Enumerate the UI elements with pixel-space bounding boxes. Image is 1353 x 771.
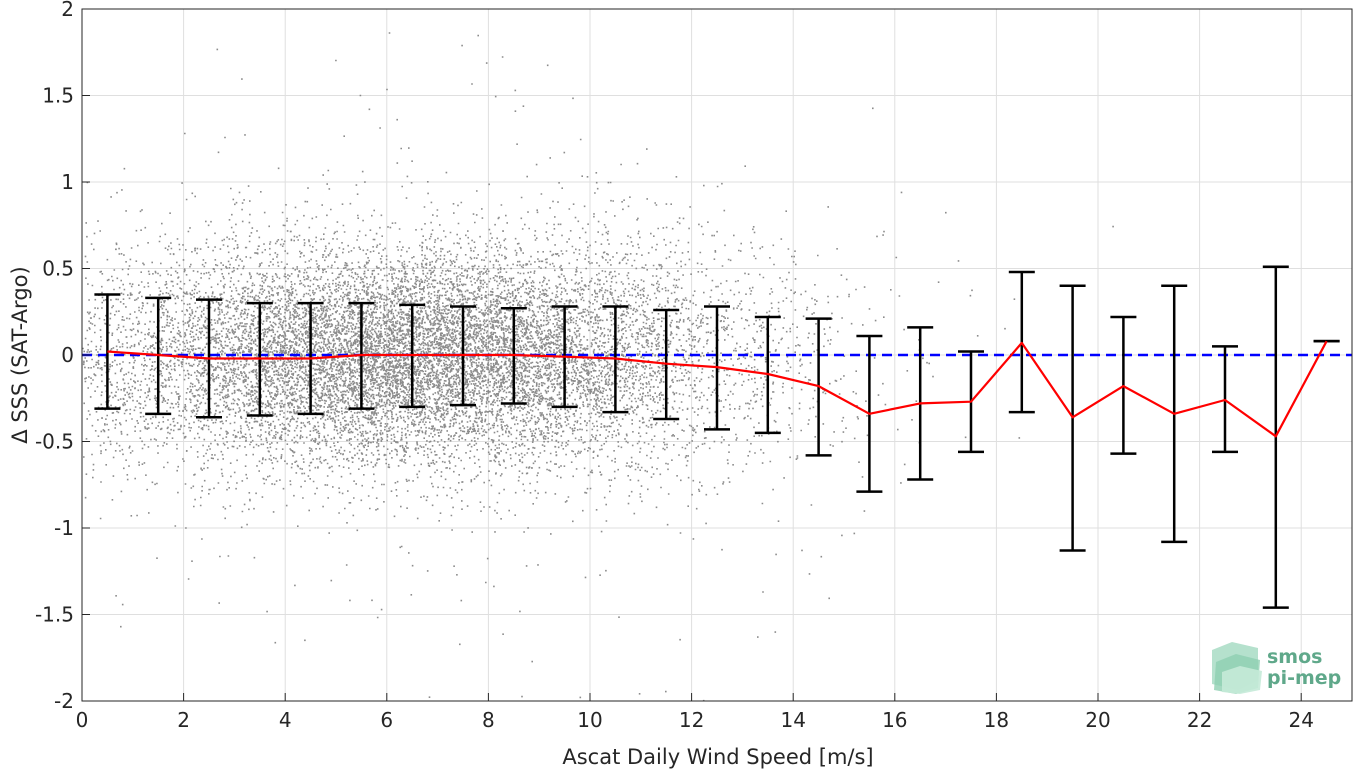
y-tick-label: -1.5 xyxy=(35,603,74,627)
x-tick-label: 2 xyxy=(177,708,190,732)
mean-line-layer xyxy=(107,340,1328,438)
y-tick-label: 1 xyxy=(61,170,74,194)
x-tick-label: 4 xyxy=(279,708,292,732)
y-tick-label: 2 xyxy=(61,0,74,21)
y-tick-label: -1 xyxy=(54,516,74,540)
y-tick-labels: 2 1.5 1 0.5 0 -0.5 -1 -1.5 -2 xyxy=(35,0,74,713)
logo-text-smos: smos xyxy=(1267,646,1322,668)
smos-pi-mep-logo: smos pi-mep xyxy=(1212,642,1341,694)
y-tick-label: -2 xyxy=(54,689,74,713)
x-tick-label: 18 xyxy=(984,708,1009,732)
x-tick-label: 24 xyxy=(1288,708,1313,732)
x-tick-label: 12 xyxy=(679,708,704,732)
x-tick-label: 20 xyxy=(1085,708,1110,732)
x-tick-label: 14 xyxy=(780,708,805,732)
x-tick-label: 6 xyxy=(380,708,393,732)
logo-text-pi-mep: pi-mep xyxy=(1267,667,1341,689)
x-tick-label: 0 xyxy=(76,708,89,732)
y-tick-label: 1.5 xyxy=(42,84,74,108)
x-tick-label: 16 xyxy=(882,708,907,732)
axis-ticks xyxy=(81,8,1302,702)
x-tick-label: 8 xyxy=(482,708,495,732)
y-tick-label: -0.5 xyxy=(35,430,74,454)
logo-mark-icon xyxy=(1212,642,1262,694)
mean-line xyxy=(107,340,1328,438)
error-bars xyxy=(94,265,1340,609)
x-tick-labels: 0 2 4 6 8 10 12 14 16 18 20 22 24 xyxy=(76,708,1314,732)
y-axis-label: Δ SSS (SAT-Argo) xyxy=(8,266,32,443)
y-tick-label: 0 xyxy=(61,343,74,367)
x-axis-label: Ascat Daily Wind Speed [m/s] xyxy=(562,745,873,769)
x-tick-label: 10 xyxy=(577,708,602,732)
y-tick-label: 0.5 xyxy=(42,257,74,281)
x-tick-label: 22 xyxy=(1187,708,1212,732)
